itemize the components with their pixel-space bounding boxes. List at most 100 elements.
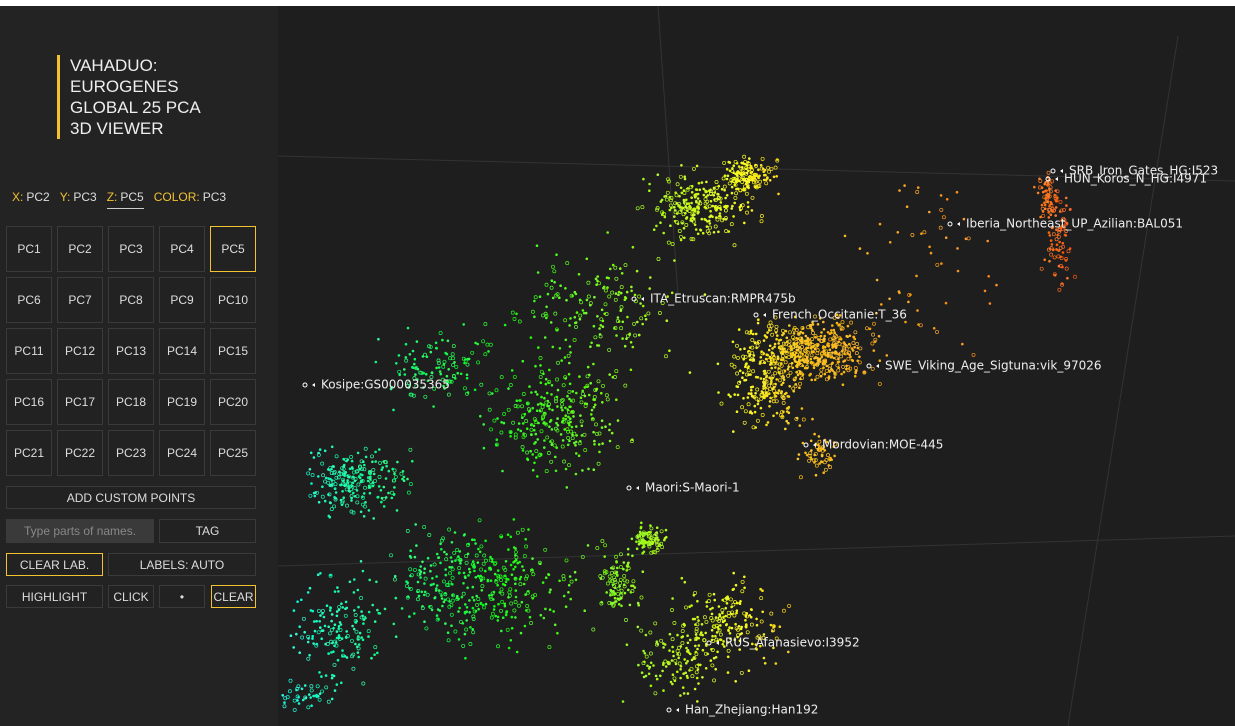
pc-button[interactable]: PC11	[6, 328, 52, 374]
pc-button[interactable]: PC18	[108, 379, 154, 425]
point-label[interactable]: Iberia_Northeast_UP_Azilian:BAL051	[966, 217, 1183, 231]
point	[575, 452, 578, 455]
pc-button[interactable]: PC24	[159, 430, 205, 476]
pc-button[interactable]: PC8	[108, 277, 154, 323]
point	[416, 589, 421, 593]
pc-button[interactable]: PC13	[108, 328, 154, 374]
point	[377, 337, 380, 341]
pc-button[interactable]: PC9	[159, 277, 205, 323]
point	[306, 705, 311, 710]
label-pointer	[813, 443, 816, 447]
point-label[interactable]: Kosipe:GS000035365	[321, 378, 450, 392]
axis-choice[interactable]: X: PC2	[12, 190, 50, 209]
point-label[interactable]: SRB_Iron_Gates_HG:I523	[1069, 164, 1218, 178]
point	[741, 354, 746, 359]
point	[328, 515, 332, 519]
point-label[interactable]: ITA_Etruscan:RMPR475b	[650, 292, 796, 306]
point	[637, 540, 641, 543]
pc-button[interactable]: PC17	[57, 379, 103, 425]
point	[701, 676, 704, 679]
point	[383, 607, 387, 611]
point	[510, 369, 514, 372]
pc-button[interactable]: PC16	[6, 379, 52, 425]
pc-button[interactable]: PC5	[210, 226, 256, 272]
pc-button[interactable]: PC20	[210, 379, 256, 425]
axis-choice[interactable]: COLOR: PC3	[154, 190, 226, 209]
pc-button[interactable]: PC1	[6, 226, 52, 272]
axis-choice[interactable]: Z: PC5	[106, 190, 144, 209]
point	[843, 359, 847, 362]
labels-mode-button[interactable]: LABELS: AUTO	[108, 553, 256, 576]
pc-button[interactable]: PC21	[6, 430, 52, 476]
point-label[interactable]: Maori:S-Maori-1	[645, 481, 740, 495]
point	[755, 346, 758, 350]
point	[639, 541, 643, 545]
axis-choice[interactable]: Y: PC3	[60, 190, 97, 209]
point	[692, 656, 696, 660]
point-label[interactable]: Mordovian:MOE-445	[822, 438, 943, 452]
point	[583, 403, 588, 408]
dot-button[interactable]: •	[159, 585, 205, 608]
point	[376, 651, 379, 655]
point	[476, 561, 480, 564]
pc-button[interactable]: PC12	[57, 328, 103, 374]
pc-button[interactable]: PC10	[210, 277, 256, 323]
pc-button[interactable]: PC19	[159, 379, 205, 425]
pc-button[interactable]: PC7	[57, 277, 103, 323]
highlight-button[interactable]: HIGHLIGHT	[6, 585, 103, 608]
point	[555, 421, 558, 425]
add-custom-button[interactable]: ADD CUSTOM POINTS	[6, 486, 256, 509]
point	[483, 322, 488, 327]
point-label[interactable]: HUN_Koros_N_HG:I4971	[1064, 172, 1207, 186]
point	[407, 386, 411, 389]
point	[733, 176, 736, 180]
point	[795, 370, 798, 374]
pc-button[interactable]: PC2	[57, 226, 103, 272]
search-input[interactable]: Type parts of names.	[6, 519, 154, 543]
pc-button[interactable]: PC6	[6, 277, 52, 323]
point	[598, 334, 603, 339]
point	[619, 308, 623, 312]
point-label[interactable]: RUS_Afanasievo:I3952	[725, 636, 860, 650]
pc-button[interactable]: PC15	[210, 328, 256, 374]
point	[941, 215, 946, 220]
point	[674, 193, 679, 198]
pc-button[interactable]: PC22	[57, 430, 103, 476]
point	[1055, 243, 1059, 247]
click-button[interactable]: CLICK	[108, 585, 154, 608]
point	[684, 223, 689, 227]
pc-button[interactable]: PC23	[108, 430, 154, 476]
point	[717, 627, 720, 631]
point	[785, 419, 788, 423]
pc-button[interactable]: PC25	[210, 430, 256, 476]
point	[676, 670, 679, 674]
point	[1043, 201, 1046, 204]
point	[480, 584, 485, 589]
pc-button[interactable]: PC14	[159, 328, 205, 374]
pc-button[interactable]: PC3	[108, 226, 154, 272]
point-label[interactable]: Han_Zhejiang:Han192	[685, 703, 818, 717]
point	[367, 476, 370, 479]
point	[746, 205, 750, 209]
point	[623, 383, 628, 388]
tag-button[interactable]: TAG	[159, 519, 256, 543]
point	[505, 577, 508, 581]
pc-button[interactable]: PC4	[159, 226, 205, 272]
point	[694, 629, 699, 634]
clear-button[interactable]: CLEAR	[211, 585, 256, 608]
point	[501, 469, 504, 473]
point-label[interactable]: SWE_Viking_Age_Sigtuna:vik_97026	[885, 359, 1102, 373]
point-label[interactable]: French_Occitanie:T_36	[772, 308, 907, 322]
point	[736, 355, 740, 360]
point	[605, 591, 608, 594]
point	[393, 472, 396, 476]
point	[423, 567, 426, 570]
point	[655, 224, 658, 228]
point	[804, 451, 807, 455]
point	[534, 390, 537, 394]
point	[564, 406, 567, 410]
point	[743, 409, 748, 414]
clear-labels-button[interactable]: CLEAR LAB.	[6, 553, 103, 576]
point	[425, 355, 429, 359]
point	[842, 370, 846, 374]
